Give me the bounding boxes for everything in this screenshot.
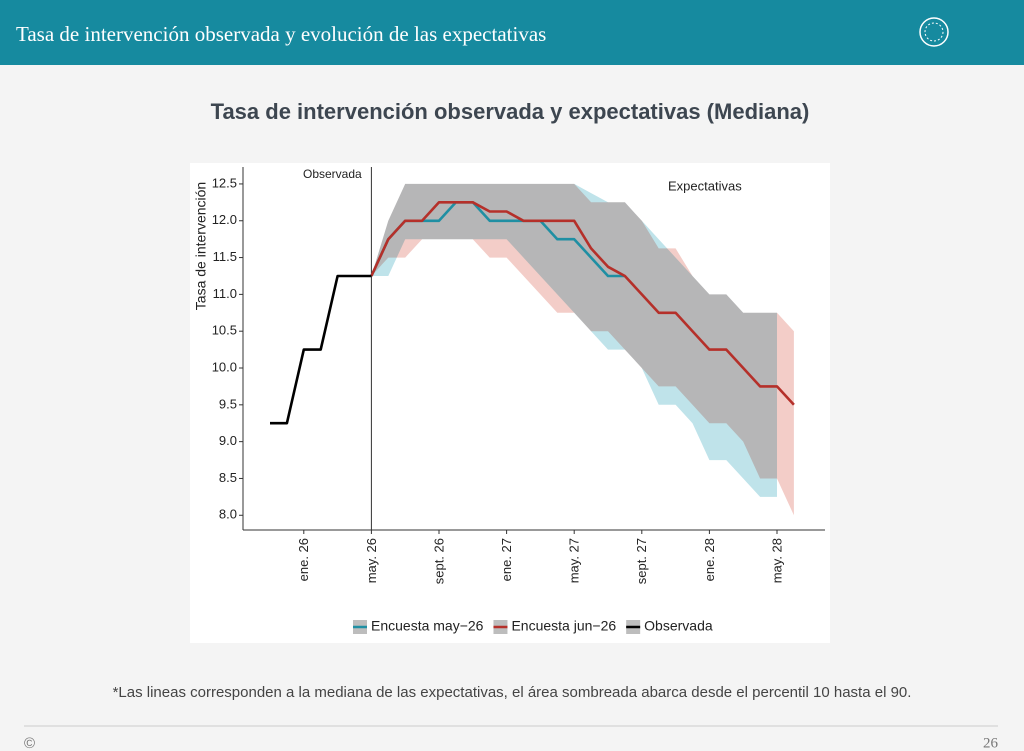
y-tick-label: 12.0 — [212, 212, 237, 227]
y-tick-label: 12.5 — [212, 175, 237, 190]
y-tick-label: 10.5 — [212, 323, 237, 338]
y-tick-label: 11.5 — [213, 249, 237, 264]
y-tick-label: 11.0 — [213, 286, 237, 301]
header-title: Tasa de intervención observada y evoluci… — [16, 22, 547, 46]
page-number: 26 — [983, 735, 999, 751]
y-tick-label: 9.0 — [219, 433, 237, 448]
series-line — [370, 201, 795, 406]
x-tick-label: sept. 27 — [634, 538, 649, 584]
legend-label: Encuesta jun−26 — [511, 618, 616, 634]
y-tick-label: 8.0 — [219, 507, 237, 522]
y-tick-label: 10.0 — [212, 359, 237, 374]
y-tick-label: 8.5 — [219, 470, 237, 485]
x-tick-label: may. 26 — [364, 538, 379, 583]
chart-title: Tasa de intervención observada y expecta… — [211, 99, 810, 124]
legend-label: Observada — [644, 618, 713, 634]
series-line — [270, 274, 372, 425]
logo — [919, 17, 949, 47]
annotation: Expectativas — [668, 178, 742, 193]
legend-label: Encuesta may−26 — [371, 618, 484, 634]
annotation: Observada — [303, 167, 362, 181]
copyright: © — [24, 735, 35, 751]
footnote: *Las lineas corresponden a la mediana de… — [113, 684, 912, 701]
x-tick-label: ene. 26 — [296, 538, 311, 581]
x-tick-label: may. 27 — [567, 538, 582, 583]
x-tick-label: ene. 28 — [702, 538, 717, 581]
x-tick-label: may. 28 — [769, 538, 784, 583]
x-tick-label: sept. 26 — [431, 538, 446, 584]
y-axis-label: Tasa de intervención — [193, 182, 209, 310]
y-tick-label: 9.5 — [219, 396, 237, 411]
x-tick-label: ene. 27 — [499, 538, 514, 581]
header: Tasa de intervención observada y evoluci… — [0, 0, 1024, 65]
